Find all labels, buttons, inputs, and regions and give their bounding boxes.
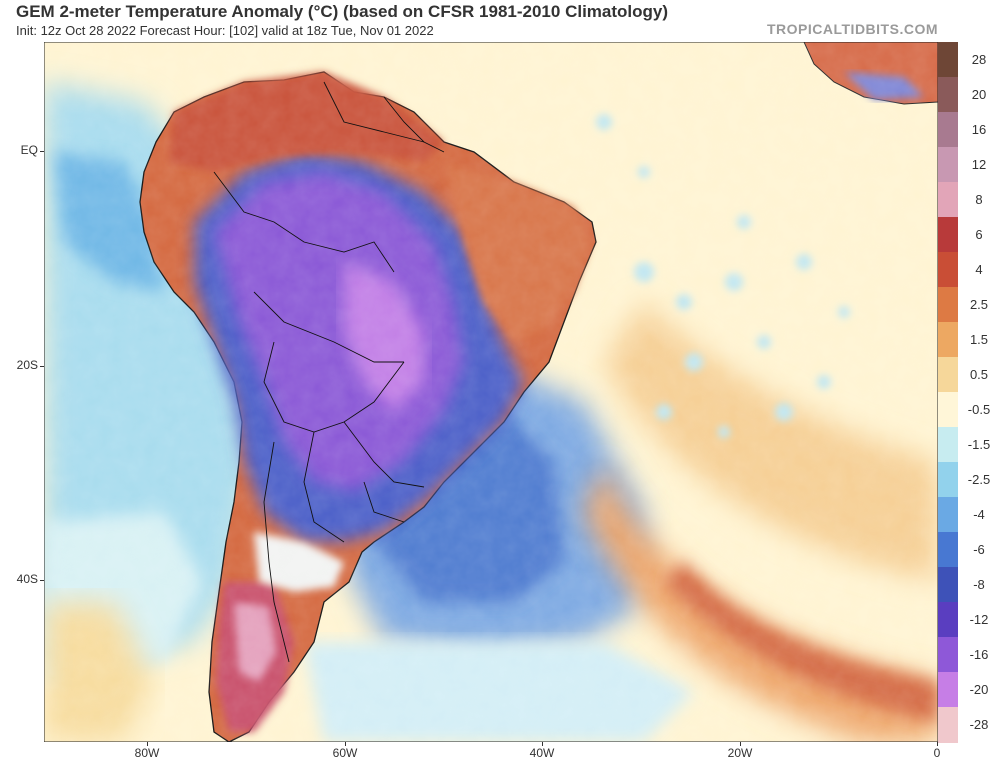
colorbar-segment (938, 602, 958, 638)
colorbar-label: 6 (975, 226, 983, 242)
colorbar-label: 8 (975, 191, 983, 207)
colorbar-segment (938, 637, 958, 673)
lon-label-60w: 60W (332, 746, 358, 760)
forecast-info: Init: 12z Oct 28 2022 Forecast Hour: [10… (16, 23, 434, 38)
colorbar-label: -4 (973, 506, 985, 522)
lat-tick (40, 366, 44, 367)
temperature-anomaly-map (44, 42, 938, 742)
lon-tick (740, 742, 741, 746)
colorbar-label: -12 (969, 611, 989, 627)
colorbar-label: 12 (971, 156, 987, 172)
colorbar-segment (938, 392, 958, 428)
lon-tick (937, 742, 938, 746)
lon-label-20w: 20W (727, 746, 753, 760)
lon-label-0: 0 (933, 746, 941, 760)
country-borders (213, 81, 445, 663)
lat-label-20s: 20S (16, 358, 38, 372)
colorbar-segment (938, 217, 958, 253)
site-watermark: TROPICALTIDBITS.COM (766, 21, 938, 37)
colorbar-segment (938, 287, 958, 323)
colorbar-segment (938, 182, 958, 218)
page-title: GEM 2-meter Temperature Anomaly (°C) (ba… (16, 2, 669, 21)
lat-label-40s: 40S (16, 572, 38, 586)
colorbar-segment (938, 462, 958, 498)
colorbar-label: 1.5 (969, 331, 989, 347)
colorbar-segment (938, 42, 958, 78)
colorbar-segment (938, 112, 958, 148)
colorbar-segment (938, 357, 958, 393)
colorbar-label: -28 (969, 716, 989, 732)
colorbar-segment (938, 532, 958, 568)
colorbar-label: -16 (969, 646, 989, 662)
colorbar-segment (938, 427, 958, 463)
colorbar-segment (938, 322, 958, 358)
colorbar-label: -1.5 (967, 436, 991, 452)
colorbar-label: 4 (975, 261, 983, 277)
colorbar (938, 42, 958, 743)
lon-label-80w: 80W (134, 746, 160, 760)
lat-tick (40, 151, 44, 152)
colorbar-label: -20 (969, 681, 989, 697)
colorbar-label: 20 (971, 86, 987, 102)
lon-tick (542, 742, 543, 746)
colorbar-label: -6 (973, 541, 985, 557)
colorbar-label: 0.5 (969, 366, 989, 382)
colorbar-segment (938, 567, 958, 603)
lon-tick (147, 742, 148, 746)
colorbar-segment (938, 672, 958, 708)
colorbar-label: -2.5 (967, 471, 991, 487)
colorbar-label: 16 (971, 121, 987, 137)
lat-label-eq: EQ (20, 143, 38, 157)
colorbar-label: 2.5 (969, 296, 989, 312)
colorbar-segment (938, 147, 958, 183)
lon-tick (345, 742, 346, 746)
colorbar-label: -8 (973, 576, 985, 592)
colorbar-segment (938, 252, 958, 288)
colorbar-label: -0.5 (967, 401, 991, 417)
colorbar-segment (938, 77, 958, 113)
colorbar-label: 28 (971, 51, 987, 67)
colorbar-segment (938, 707, 958, 743)
lat-tick (40, 580, 44, 581)
colorbar-segment (938, 497, 958, 533)
lon-label-40w: 40W (529, 746, 555, 760)
